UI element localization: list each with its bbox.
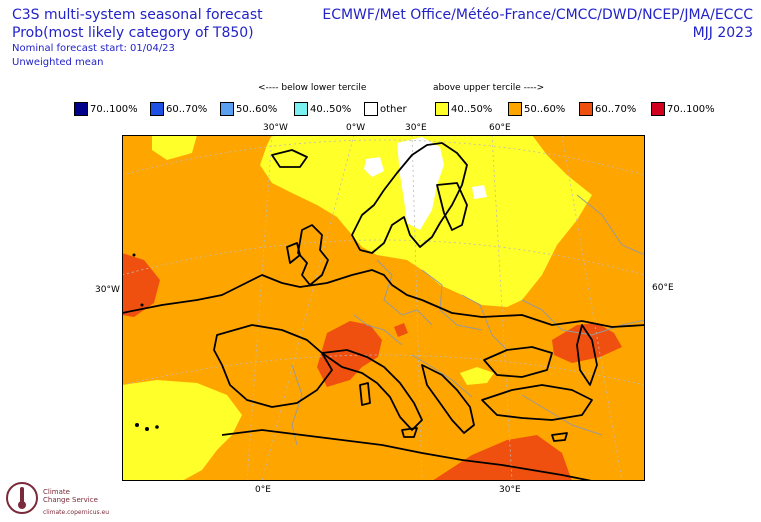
- lon-label-bottom: 30°E: [499, 485, 521, 495]
- legend-swatch: [651, 102, 665, 116]
- prob-region-above-60-70: [552, 323, 622, 363]
- legend-above-label: above upper tercile ---->: [433, 83, 545, 93]
- c3s-logo: Climate Change Service climate.copernicu…: [5, 478, 125, 518]
- legend-label: 50..60%: [524, 103, 566, 115]
- prob-region-other: [472, 185, 487, 199]
- legend-item: 60..70%: [579, 101, 636, 117]
- legend-item: 50..60%: [508, 101, 565, 117]
- title-block-right: ECMWF/Met Office/Météo-France/CMCC/DWD/N…: [322, 6, 753, 42]
- legend-label: 40..50%: [451, 103, 493, 115]
- legend-swatch: [364, 102, 378, 116]
- legend-label: 60..70%: [595, 103, 637, 115]
- logo-name-line1: Climate: [43, 488, 70, 496]
- forecast-map: [122, 135, 645, 481]
- legend-swatch: [579, 102, 593, 116]
- legend-label: 70..100%: [667, 103, 715, 115]
- legend-swatch: [435, 102, 449, 116]
- legend-swatch: [220, 102, 234, 116]
- logo-url: climate.copernicus.eu: [43, 509, 110, 516]
- lon-label-top: 30°E: [405, 123, 427, 133]
- prob-region-above-60-70: [432, 435, 572, 481]
- legend-label: 70..100%: [90, 103, 138, 115]
- thermometer-logo-icon: [6, 482, 38, 514]
- prob-region-above-40-50: [122, 380, 242, 481]
- lat-label-left: 30°W: [95, 285, 120, 295]
- legend-swatch: [508, 102, 522, 116]
- prob-region-above-40-50: [460, 367, 494, 385]
- season-title: MJJ 2023: [692, 25, 753, 41]
- prob-region-above-40-50: [260, 135, 592, 307]
- legend-label: 50..60%: [236, 103, 278, 115]
- legend-swatch: [150, 102, 164, 116]
- legend-item: 50..60%: [220, 101, 277, 117]
- country-borders: [291, 194, 645, 446]
- prob-region-above-60-70: [122, 253, 160, 317]
- legend-below-label: <---- below lower tercile: [258, 83, 367, 93]
- legend-swatch: [294, 102, 308, 116]
- lon-label-bottom: 0°E: [255, 485, 271, 495]
- prob-region-above-60-70: [317, 321, 382, 387]
- coastlines: [122, 142, 645, 481]
- legend-item: 40..50%: [294, 101, 351, 117]
- variable-title: Prob(most likely category of T850): [12, 25, 254, 41]
- prob-region-other: [364, 157, 384, 177]
- logo-name: Climate Change Service: [43, 488, 98, 504]
- legend-item: other: [364, 101, 407, 117]
- map-frame: [122, 135, 645, 481]
- forecast-map-svg: [122, 135, 645, 481]
- models-title: ECMWF/Met Office/Météo-France/CMCC/DWD/N…: [322, 7, 753, 23]
- forecast-system-title: C3S multi-system seasonal forecast: [12, 7, 263, 23]
- forecast-start-label: Nominal forecast start: 01/04/23: [12, 43, 175, 54]
- legend-item: 60..70%: [150, 101, 207, 117]
- legend-item: 40..50%: [435, 101, 492, 117]
- legend-item: 70..100%: [651, 101, 715, 117]
- legend-item: 70..100%: [74, 101, 138, 117]
- legend-swatch: [74, 102, 88, 116]
- prob-region-above-60-70: [394, 323, 408, 337]
- lat-label-right: 60°E: [652, 283, 674, 293]
- lon-label-top: 0°W: [346, 123, 366, 133]
- lon-label-top: 60°E: [489, 123, 511, 133]
- lon-label-top: 30°W: [263, 123, 288, 133]
- legend-label: 60..70%: [166, 103, 208, 115]
- title-block-left: C3S multi-system seasonal forecast Prob(…: [12, 6, 263, 70]
- legend-label: other: [380, 103, 407, 115]
- logo-name-line2: Change Service: [43, 496, 98, 504]
- legend-label: 40..50%: [310, 103, 352, 115]
- weighting-label: Unweighted mean: [12, 57, 104, 68]
- prob-region-above-40-50: [152, 135, 197, 160]
- small-islands: [132, 253, 159, 431]
- graticule: [122, 135, 645, 481]
